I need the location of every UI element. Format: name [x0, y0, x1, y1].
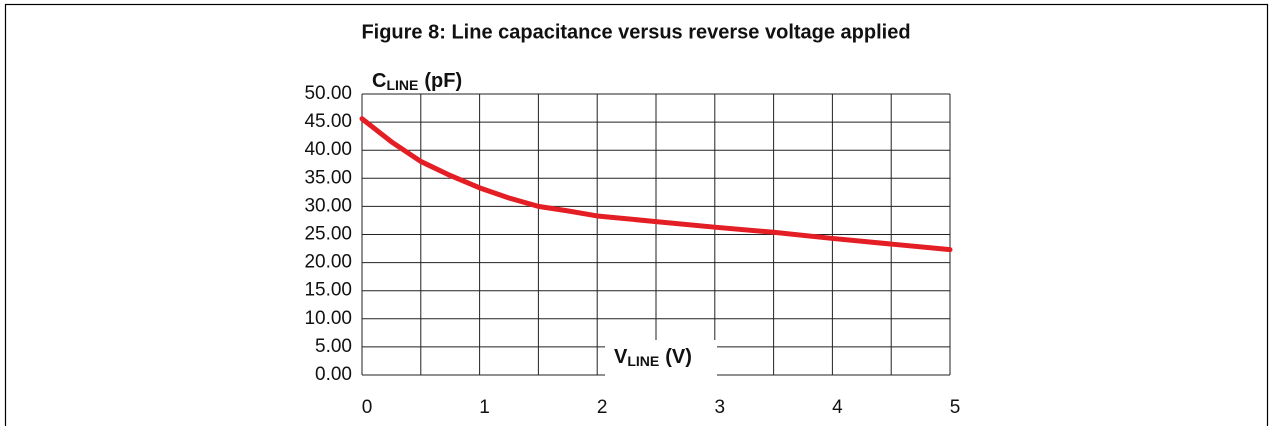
- chart-title: Figure 8: Line capacitance versus revers…: [361, 21, 910, 43]
- y-tick-label: 10.00: [304, 308, 352, 329]
- y-tick-label: 0.00: [315, 364, 352, 385]
- x-tick-label: 5: [950, 397, 961, 418]
- x-tick-label: 4: [832, 397, 843, 418]
- y-tick-label: 25.00: [304, 224, 352, 245]
- x-tick-label: 0: [362, 397, 373, 418]
- y-tick-label: 15.00: [304, 280, 352, 301]
- x-tick-label: 1: [479, 397, 490, 418]
- y-tick-label: 45.00: [304, 111, 352, 132]
- y-tick-label: 20.00: [304, 252, 352, 273]
- x-axis-label-unit: (V): [665, 346, 692, 368]
- y-axis-label-sub: LINE: [386, 77, 418, 93]
- frame: [4, 3, 1269, 426]
- x-axis-label-sub: LINE: [627, 353, 659, 369]
- y-tick-label: 30.00: [304, 195, 352, 216]
- y-tick-label: 40.00: [304, 139, 352, 160]
- x-label-bg: [605, 340, 717, 380]
- x-axis-label-main: V: [614, 346, 628, 368]
- y-tick-label: 35.00: [304, 167, 352, 188]
- x-tick-label: 2: [597, 397, 608, 418]
- y-axis-label-unit: (pF): [424, 70, 462, 92]
- y-tick-label: 50.00: [304, 83, 352, 104]
- y-axis-label: CLINE (pF): [372, 70, 462, 92]
- y-tick-label: 5.00: [315, 336, 352, 357]
- x-axis-label: VLINE (V): [614, 346, 692, 368]
- series-line: [359, 116, 953, 253]
- y-axis-label-main: C: [372, 70, 386, 92]
- x-tick-label: 3: [715, 397, 726, 418]
